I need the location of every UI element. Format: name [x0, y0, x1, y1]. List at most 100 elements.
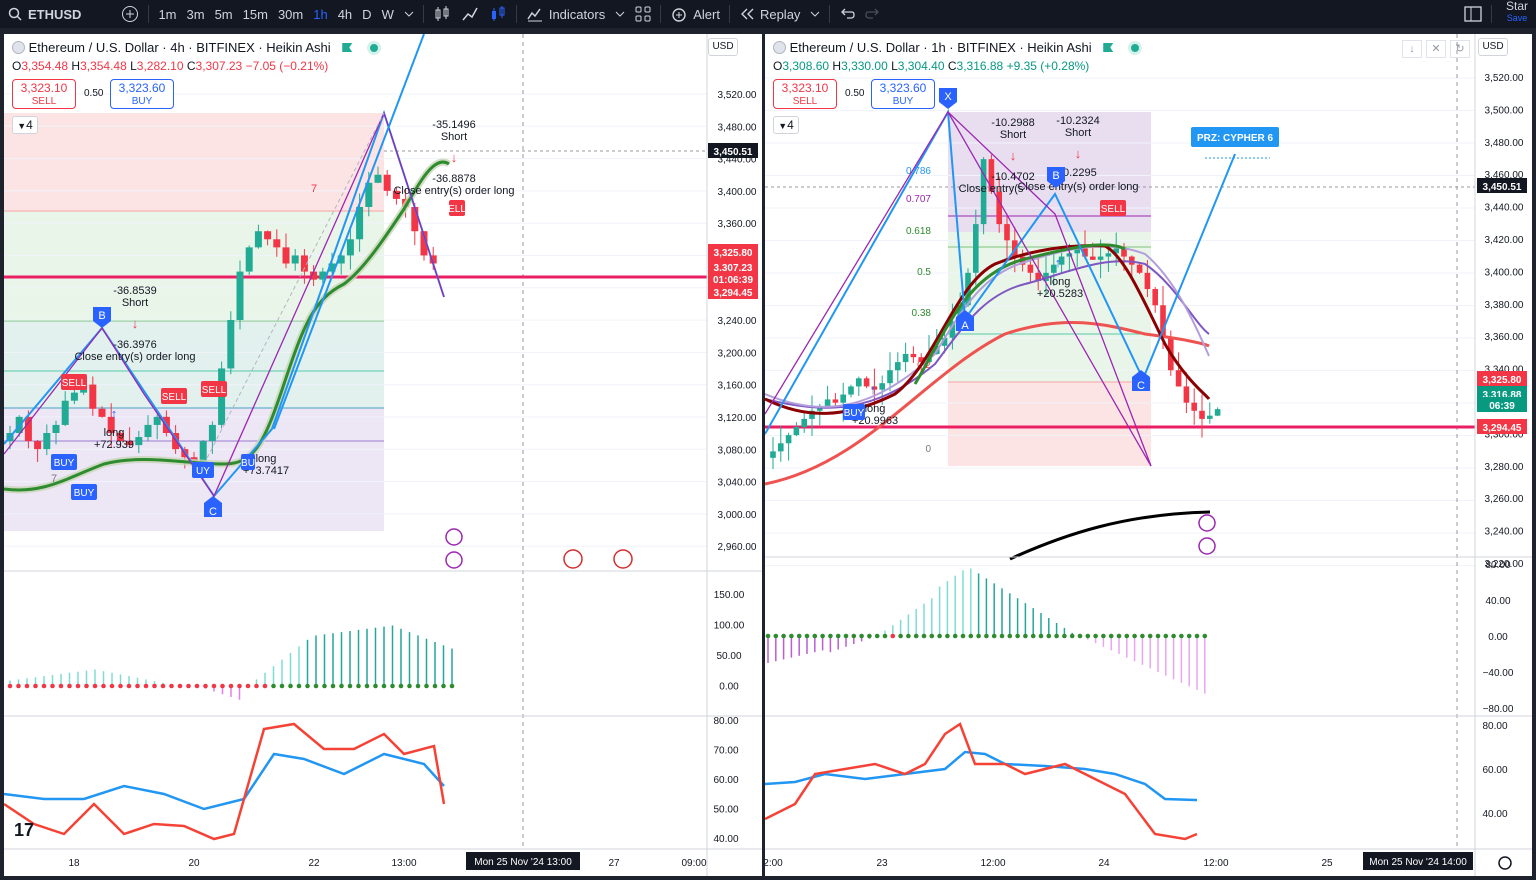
short1-label: Short	[122, 297, 148, 309]
indicators-button[interactable]: Indicators	[521, 0, 610, 28]
event-lightning-icon[interactable]	[445, 551, 463, 569]
indicators-dropdown[interactable]	[610, 0, 630, 28]
candle-body	[1097, 256, 1104, 260]
buy-signal: UY	[196, 466, 210, 477]
interval-3m[interactable]: 3m	[186, 6, 205, 22]
interval-30m[interactable]: 30m	[277, 6, 304, 22]
sell-signal-bg	[1100, 200, 1126, 216]
alert-button[interactable]: Alert	[665, 0, 725, 28]
zero-dot	[812, 633, 818, 639]
candle-body	[996, 191, 1002, 225]
zero-dot	[976, 633, 981, 639]
close-b-label: Close entry(s) order long	[1017, 181, 1138, 193]
us-flag-icon[interactable]	[613, 549, 633, 569]
candle-body	[1152, 289, 1158, 306]
flag-icon[interactable]	[1103, 43, 1114, 52]
heikin-style-button[interactable]	[484, 0, 512, 28]
undo-button[interactable]	[834, 0, 860, 28]
price-tag: 01:06:39	[713, 275, 753, 286]
zero-dot	[424, 683, 429, 689]
save-layout-button[interactable]: Star Save	[1496, 0, 1536, 28]
interval-W[interactable]: W	[381, 6, 394, 22]
time-axis-label: 23	[876, 858, 888, 869]
interval-1m[interactable]: 1m	[158, 6, 177, 22]
chart-pane-1h[interactable]: 0.786 0.707 0.618 0.5 0.38 0.2 0 PRZ: CYPHER 6-…	[765, 34, 1532, 876]
zero-dot	[1179, 633, 1184, 639]
interval-dropdown[interactable]	[399, 0, 419, 28]
us-flag-icon[interactable]	[563, 549, 583, 569]
layout-button[interactable]	[1459, 0, 1487, 28]
replay-dropdown[interactable]	[805, 0, 825, 28]
sell-button[interactable]: 3,323.10 SELL	[12, 79, 76, 109]
price-axis-label: 3,400.00	[1485, 267, 1524, 278]
zero-dot	[1077, 633, 1083, 639]
buy-button[interactable]: 3,323.60 BUY	[110, 79, 174, 109]
event-star-icon[interactable]	[1198, 514, 1216, 532]
candle-body	[988, 159, 995, 192]
zero-dot	[24, 683, 30, 689]
candle-body	[941, 337, 948, 346]
chart-pane-4h[interactable]: -36.8539 Short -36.3976 Close entry(s) orde…	[4, 34, 762, 876]
price-axis-label: 3,440.00	[718, 155, 757, 166]
fib-zone-mid	[4, 211, 384, 321]
sell-signal-bg	[161, 388, 187, 404]
short-arrow-icon: ↓	[1075, 146, 1082, 161]
currency-selector[interactable]: USD	[1478, 38, 1508, 56]
indicator-collapse-toggle[interactable]: ▼4	[773, 116, 799, 134]
symbol-label: ETHUSD	[28, 6, 82, 22]
event-star-icon[interactable]	[445, 528, 463, 546]
interval-D[interactable]: D	[362, 6, 372, 22]
zero-dot	[1194, 633, 1200, 639]
refresh-icon[interactable]: ↻	[1450, 40, 1470, 58]
candle-body	[98, 408, 106, 417]
zero-dot	[432, 683, 438, 689]
toolbar-divider	[148, 5, 150, 23]
buy-button[interactable]: 3,323.60 BUY	[871, 79, 935, 109]
flag-icon[interactable]	[342, 43, 353, 52]
replay-button[interactable]: Replay	[734, 0, 805, 28]
pattern-point-b-bg	[93, 307, 111, 328]
line-style-button[interactable]	[456, 0, 484, 28]
price-axis-label: 3,460.00	[1485, 170, 1524, 181]
close2-label: Close entry(s) order long	[393, 185, 514, 197]
candle-body	[135, 437, 143, 446]
candle-body	[887, 370, 893, 384]
interval-15m[interactable]: 15m	[242, 6, 268, 22]
heikin-ashi-icon	[491, 6, 505, 21]
interval-5m[interactable]: 5m	[214, 6, 233, 22]
candle-body	[1214, 409, 1221, 416]
bar-style-button[interactable]	[428, 0, 456, 28]
price-axis-label: 3,380.00	[1485, 300, 1524, 311]
fib-zone-bottom	[948, 382, 1151, 466]
arrow-down-icon[interactable]: ↓	[1402, 40, 1422, 58]
close-icon[interactable]: ✕	[1426, 40, 1446, 58]
interval-4h[interactable]: 4h	[337, 6, 353, 22]
time-axis-label: 22	[308, 858, 320, 869]
sell-button[interactable]: 3,323.10 SELL	[773, 79, 837, 109]
candle-body	[863, 378, 870, 387]
buy-signal: BUY	[844, 408, 865, 419]
settings-gear-icon[interactable]	[1498, 856, 1512, 870]
ma-darkred	[765, 244, 1211, 415]
templates-button[interactable]	[630, 0, 656, 28]
pattern-point-b: B	[98, 310, 105, 322]
price-tag: 06:39	[1489, 401, 1515, 412]
price-axis-label: 3,340.00	[1485, 365, 1524, 376]
pane-controls: ↓ ✕ ↻	[1402, 40, 1470, 58]
indicators-icon	[527, 8, 542, 22]
interval-1h[interactable]: 1h	[313, 6, 328, 22]
event-lightning-icon[interactable]	[1198, 537, 1216, 555]
compare-add-button[interactable]	[116, 0, 144, 28]
candle-body	[871, 386, 878, 390]
zero-dot	[143, 683, 149, 689]
indicator-collapse-toggle[interactable]: ▼4	[12, 116, 38, 134]
time-axis-label: 13:00	[391, 858, 416, 869]
long-arrow-icon: ↑	[111, 406, 118, 421]
alarm-clock-icon	[672, 8, 686, 22]
candle-body	[840, 394, 846, 403]
redo-button[interactable]	[860, 0, 886, 28]
currency-selector[interactable]: USD	[708, 38, 738, 56]
symbol-search[interactable]: ETHUSD	[0, 0, 86, 28]
